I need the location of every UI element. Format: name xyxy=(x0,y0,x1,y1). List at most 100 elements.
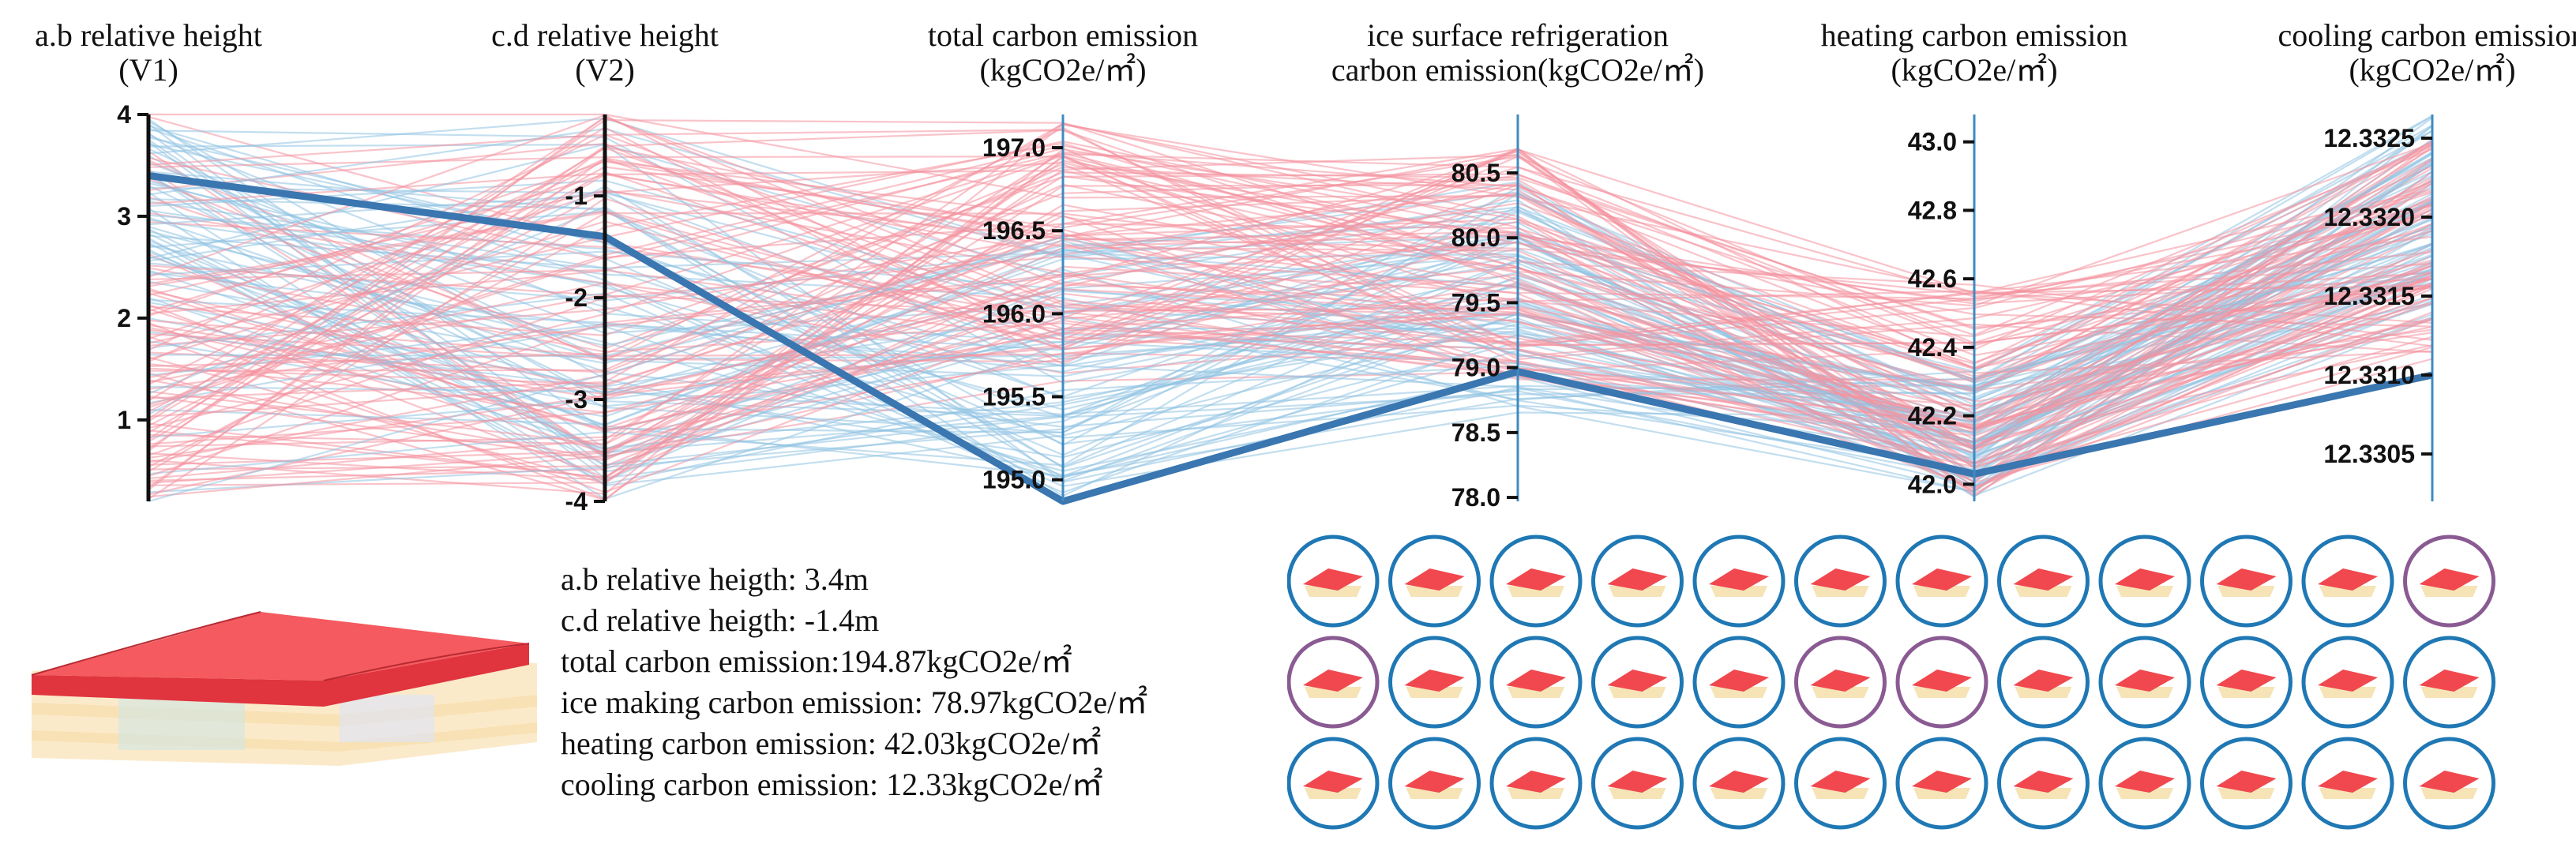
polyline-166 xyxy=(148,176,2433,496)
thumbnail-0-4 xyxy=(1692,535,1786,628)
tick-label-v2-3: -1 xyxy=(565,182,588,210)
thumbnail-roof xyxy=(1607,670,1668,692)
tick-label-cooling-3: 12.3320 xyxy=(2323,203,2415,231)
thumbnail-2-9 xyxy=(2200,737,2292,830)
thumbnail-roof xyxy=(1607,568,1668,591)
tick-label-v1-3: 4 xyxy=(117,100,131,129)
polyline-115 xyxy=(148,149,2433,480)
polyline-152 xyxy=(148,228,2433,463)
thumbnail-1-5 xyxy=(1794,636,1887,729)
thumbnail-1-8 xyxy=(2098,636,2191,729)
thumbnail-roof xyxy=(1912,771,1972,793)
info-cd-height: c.d relative heigth: -1.4m xyxy=(561,602,880,638)
thumbnail-roof xyxy=(2013,670,2074,692)
axis-cooling: 12.3305 12.3310 12.3315 12.3320 12.3325 cooli… xyxy=(2277,17,2576,501)
thumbnail-2-1 xyxy=(1388,737,1481,830)
polyline-169 xyxy=(148,151,2433,503)
thumbnail-base xyxy=(2319,687,2376,698)
thumbnail-base xyxy=(1508,586,1564,597)
tick-label-total-1: 195.5 xyxy=(982,383,1046,411)
axis-title-ice-1: carbon emission(kgCO2e/㎡) xyxy=(1331,52,1704,88)
thumbnail-1-9 xyxy=(2200,636,2292,729)
polyline-82 xyxy=(148,227,2433,450)
parallel-coordinates-chart: 1 2 3 4 a.b relative height(V1) -4 -3 -2 -1 c.d r… xyxy=(35,17,2576,516)
thumbnail-2-4 xyxy=(1692,737,1786,830)
info-total-emission: total carbon emission:194.87kgCO2e/㎡ xyxy=(561,643,1072,679)
thumbnail-roof xyxy=(2318,771,2378,793)
polyline-149 xyxy=(148,248,2433,457)
thumbnail-base xyxy=(1609,687,1666,698)
thumbnail-base xyxy=(2319,788,2376,799)
polyline-155 xyxy=(148,153,2433,476)
selected-design-info: a.b relative heigth: 3.4m c.d relative h… xyxy=(561,559,1147,805)
thumbnail-roof xyxy=(1404,771,1465,793)
thumbnail-roof xyxy=(1912,670,1972,692)
design-thumbnail-grid xyxy=(1287,535,2495,830)
thumbnail-roof xyxy=(1607,771,1668,793)
thumbnail-roof xyxy=(1506,771,1566,793)
polyline-144 xyxy=(148,301,2433,445)
thumbnail-0-2 xyxy=(1489,535,1583,628)
thumbnail-roof xyxy=(2115,670,2175,692)
axis-title-v1-1: (V1) xyxy=(118,52,178,88)
thumbnail-roof xyxy=(1506,670,1566,692)
thumbnail-2-3 xyxy=(1591,737,1684,830)
thumbnail-base xyxy=(1305,586,1361,597)
info-ice-emission: ice making carbon emission: 78.97kgCO2e/… xyxy=(561,685,1148,720)
thumbnail-1-4 xyxy=(1692,636,1786,729)
polyline-151 xyxy=(148,123,2433,495)
thumbnail-base xyxy=(2217,586,2275,597)
thumbnail-0-9 xyxy=(2200,535,2292,628)
axis-title-v1-0: a.b relative height xyxy=(35,17,262,53)
thumbnail-roof xyxy=(1709,670,1769,692)
polyline-113 xyxy=(148,140,2433,501)
thumbnail-base xyxy=(2116,788,2173,799)
info-cooling-emission: cooling carbon emission: 12.33kgCO2e/㎡ xyxy=(561,767,1103,802)
thumbnail-roof xyxy=(2013,771,2074,793)
tick-label-ice-5: 80.5 xyxy=(1451,159,1500,187)
polyline-134 xyxy=(148,147,2433,430)
polyline-156 xyxy=(148,212,2433,473)
polyline-66 xyxy=(148,223,2433,435)
info-ab-height: a.b relative heigth: 3.4m xyxy=(561,561,869,597)
axis-heating: 42.0 42.2 42.4 42.6 42.8 43.0 heating carbon e… xyxy=(1821,17,2128,501)
axis-ice: 78.0 78.5 79.0 79.5 80.0 80.5 ice surface refr… xyxy=(1331,17,1704,512)
polyline-133 xyxy=(148,116,2433,420)
polyline-165 xyxy=(148,258,2433,493)
info-heating-emission: heating carbon emission: 42.03kgCO2e/㎡ xyxy=(561,726,1102,761)
axis-title-ice-0: ice surface refrigeration xyxy=(1367,17,1669,53)
thumbnail-base xyxy=(1609,788,1666,799)
thumbnail-base xyxy=(2420,586,2478,597)
thumbnail-roof xyxy=(2419,771,2480,793)
thumbnail-base xyxy=(1406,687,1463,698)
thumbnail-2-10 xyxy=(2301,737,2394,830)
polyline-168 xyxy=(148,159,2433,501)
thumbnail-base xyxy=(2116,586,2173,597)
axes-layer: 1 2 3 4 a.b relative height(V1) -4 -3 -2 -1 c.d r… xyxy=(35,17,2576,516)
thumbnail-base xyxy=(2420,687,2478,698)
polyline-92 xyxy=(148,178,2433,451)
tick-label-v1-1: 2 xyxy=(117,304,131,332)
polyline-136 xyxy=(148,161,2433,493)
thumbnail-roof xyxy=(2013,568,2074,591)
thumbnail-base xyxy=(1913,687,1970,698)
polyline-147 xyxy=(148,115,2433,475)
thumbnail-base xyxy=(1305,788,1361,799)
tick-label-total-2: 196.0 xyxy=(982,299,1046,328)
tick-label-ice-0: 78.0 xyxy=(1451,483,1500,512)
highlight-polyline xyxy=(148,171,2433,505)
thumbnail-base xyxy=(1508,788,1564,799)
polyline-107 xyxy=(148,139,2433,454)
axis-title-heating-0: heating carbon emission xyxy=(1821,17,2128,53)
tick-label-heating-2: 42.4 xyxy=(1908,333,1957,362)
tick-label-v1-0: 1 xyxy=(117,406,131,434)
tick-label-ice-2: 79.0 xyxy=(1451,354,1500,382)
thumbnail-roof xyxy=(2216,771,2277,793)
tick-label-total-4: 197.0 xyxy=(982,133,1046,162)
thumbnail-base xyxy=(1812,687,1869,698)
thumbnail-1-0 xyxy=(1287,636,1380,729)
thumbnail-1-10 xyxy=(2301,636,2394,729)
thumbnail-0-6 xyxy=(1895,535,1988,628)
tick-label-ice-4: 80.0 xyxy=(1451,223,1500,252)
thumbnail-2-11 xyxy=(2403,737,2495,830)
